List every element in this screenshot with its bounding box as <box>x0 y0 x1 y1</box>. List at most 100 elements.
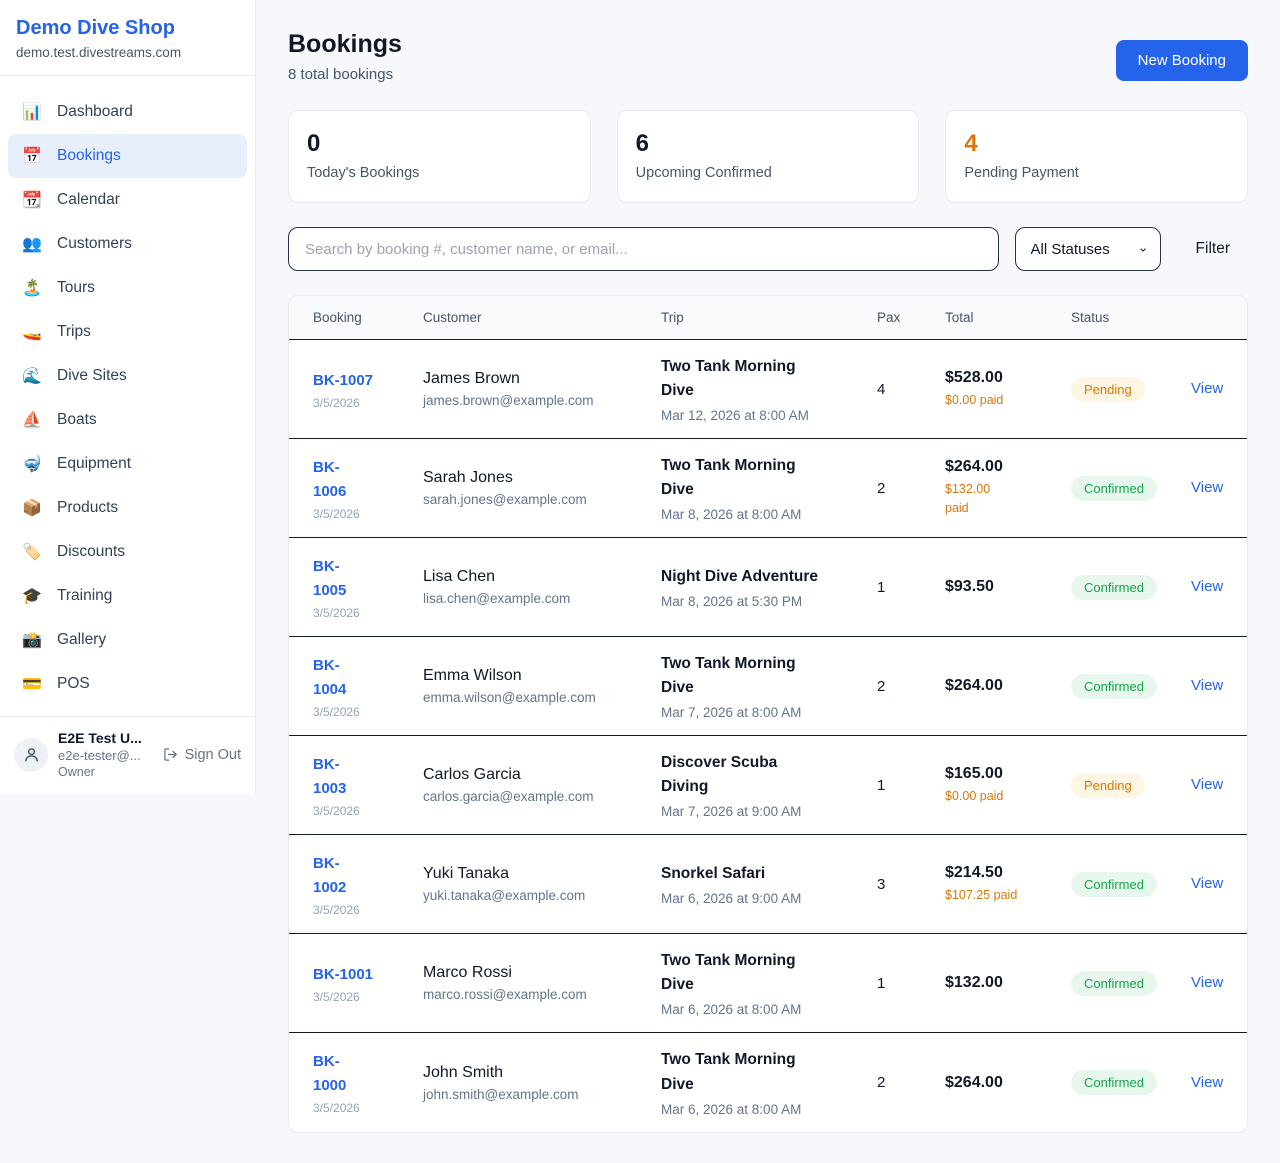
view-link[interactable]: View <box>1191 974 1224 991</box>
view-link[interactable]: View <box>1191 380 1224 397</box>
view-link[interactable]: View <box>1191 1073 1224 1091</box>
new-booking-button[interactable]: New Booking <box>1115 40 1248 81</box>
status-cell: Confirmed <box>1071 475 1191 501</box>
sidebar-item-gallery[interactable]: 📸 Gallery <box>8 618 247 662</box>
table-row: BK- 1000 3/5/2026 John Smith john.smith@… <box>289 1033 1247 1132</box>
status-cell: Confirmed <box>1071 574 1191 600</box>
status-cell: Pending <box>1071 772 1191 798</box>
status-filter-select[interactable]: All Statuses <box>1014 227 1161 271</box>
total-amount: $93.50 <box>945 578 994 595</box>
booking-id-link[interactable]: BK- 1005 <box>313 557 347 599</box>
trip-name: Night Dive Adventure <box>661 567 819 585</box>
pax-cell: 2 <box>877 1074 886 1091</box>
sidebar-item-bookings[interactable]: 📅 Bookings <box>8 134 247 178</box>
booking-id-link[interactable]: BK- 1002 <box>313 854 347 896</box>
view-link[interactable]: View <box>1191 776 1224 793</box>
total-cell: $528.00 $0.00 paid <box>945 369 1071 410</box>
trip-date: Mar 7, 2026 at 8:00 AM <box>661 705 802 721</box>
trip-cell: Two Tank Morning Dive Mar 7, 2026 at 8:0… <box>661 652 877 720</box>
total-amount: $264.00 <box>945 1073 1003 1091</box>
total-amount: $264.00 <box>945 458 1003 476</box>
table-row: BK- 1003 3/5/2026 Carlos Garcia carlos.g… <box>289 736 1247 835</box>
main-content: Bookings 8 total bookings New Booking 0 … <box>256 0 1280 1163</box>
booking-id-link[interactable]: BK- 1004 <box>313 656 347 698</box>
total-amount: $214.50 <box>945 863 1003 881</box>
sidebar-item-label: Trips <box>57 323 91 340</box>
sidebar-item-training[interactable]: 🎓 Training <box>8 574 247 618</box>
trip-cell: Discover Scuba Diving Mar 7, 2026 at 9:0… <box>661 751 877 819</box>
customer-cell: James Brown james.brown@example.com <box>423 370 661 408</box>
action-cell: View <box>1191 875 1223 893</box>
customer-email: emma.wilson@example.com <box>423 690 596 705</box>
status-badge: Pending <box>1071 376 1145 402</box>
trip-name: Snorkel Safari <box>661 864 766 882</box>
trip-date: Mar 6, 2026 at 8:00 AM <box>661 1101 802 1117</box>
action-cell: View <box>1191 578 1223 596</box>
action-cell: View <box>1191 974 1223 992</box>
sidebar-item-label: Equipment <box>57 455 132 472</box>
stat-value: 0 <box>307 130 321 157</box>
booking-date: 3/5/2026 <box>313 902 360 917</box>
table-row: BK-1007 3/5/2026 James Brown james.brown… <box>289 340 1247 439</box>
trip-date: Mar 6, 2026 at 9:00 AM <box>661 891 802 906</box>
total-amount: $264.00 <box>945 677 1003 694</box>
column-header-trip: Trip <box>661 310 684 325</box>
user-role: Owner <box>58 765 95 779</box>
view-link[interactable]: View <box>1191 875 1224 892</box>
view-link[interactable]: View <box>1191 677 1224 694</box>
sidebar-item-equipment[interactable]: 🤿 Equipment <box>8 442 247 486</box>
booking-cell: BK- 1002 3/5/2026 <box>313 852 423 917</box>
calendar-icon: 📆 <box>22 192 42 209</box>
pax-cell: 2 <box>877 677 886 695</box>
sidebar-item-trips[interactable]: 🚤 Trips <box>8 310 247 354</box>
booking-cell: BK- 1005 3/5/2026 <box>313 555 423 620</box>
booking-date: 3/5/2026 <box>313 803 360 818</box>
sidebar-item-dashboard[interactable]: 📊 Dashboard <box>8 90 247 134</box>
tours-icon: 🏝️ <box>22 280 42 297</box>
action-cell: View <box>1191 479 1223 497</box>
customer-email: john.smith@example.com <box>423 1086 579 1102</box>
search-input[interactable] <box>288 227 999 271</box>
pax-cell: 1 <box>877 974 886 992</box>
gallery-icon: 📸 <box>22 632 42 649</box>
discounts-icon: 🏷️ <box>22 544 42 561</box>
sidebar-item-customers[interactable]: 👥 Customers <box>8 222 247 266</box>
total-cell: $264.00 $132.00 paid <box>945 458 1071 518</box>
sidebar-item-pos[interactable]: 💳 POS <box>8 662 247 706</box>
table-body: BK-1007 3/5/2026 James Brown james.brown… <box>289 340 1247 1132</box>
sidebar-item-products[interactable]: 📦 Products <box>8 486 247 530</box>
trip-date: Mar 12, 2026 at 8:00 AM <box>661 408 809 424</box>
sidebar-item-boats[interactable]: ⛵ Boats <box>8 398 247 442</box>
booking-id-link[interactable]: BK-1007 <box>313 371 374 389</box>
customers-icon: 👥 <box>22 236 42 253</box>
customer-cell: Lisa Chen lisa.chen@example.com <box>423 568 661 606</box>
view-link[interactable]: View <box>1191 578 1224 595</box>
column-header-total: Total <box>945 310 974 325</box>
booking-id-link[interactable]: BK-1001 <box>313 965 374 983</box>
booking-cell: BK- 1006 3/5/2026 <box>313 456 423 521</box>
filter-button[interactable]: Filter <box>1195 240 1230 257</box>
stat-card: 6 Upcoming Confirmed <box>616 110 920 203</box>
sidebar-item-dive-sites[interactable]: 🌊 Dive Sites <box>8 354 247 398</box>
customer-name: Sarah Jones <box>423 469 513 486</box>
action-cell: View <box>1191 776 1223 794</box>
sidebar-item-calendar[interactable]: 📆 Calendar <box>8 178 247 222</box>
trip-cell: Two Tank Morning Dive Mar 6, 2026 at 8:0… <box>661 1048 877 1116</box>
column-header-status: Status <box>1071 310 1110 325</box>
customer-cell: Emma Wilson emma.wilson@example.com <box>423 667 661 705</box>
customer-email: james.brown@example.com <box>423 393 594 408</box>
view-link[interactable]: View <box>1191 479 1224 496</box>
sidebar-item-tours[interactable]: 🏝️ Tours <box>8 266 247 310</box>
booking-id-link[interactable]: BK- 1003 <box>313 755 347 797</box>
stat-card: 4 Pending Payment <box>945 110 1249 203</box>
sign-out-button[interactable]: Sign Out <box>163 747 241 763</box>
user-info: E2E Test U... e2e-tester@... Owner <box>58 730 153 779</box>
sign-out-icon <box>163 748 177 761</box>
booking-id-link[interactable]: BK- 1006 <box>313 458 347 500</box>
sidebar-item-discounts[interactable]: 🏷️ Discounts <box>8 530 247 574</box>
trip-name: Two Tank Morning Dive <box>661 951 796 993</box>
stat-label: Upcoming Confirmed <box>635 165 772 181</box>
booking-id-link[interactable]: BK- 1000 <box>313 1053 347 1094</box>
status-badge: Confirmed <box>1071 475 1157 501</box>
total-cell: $132.00 <box>945 974 1071 992</box>
